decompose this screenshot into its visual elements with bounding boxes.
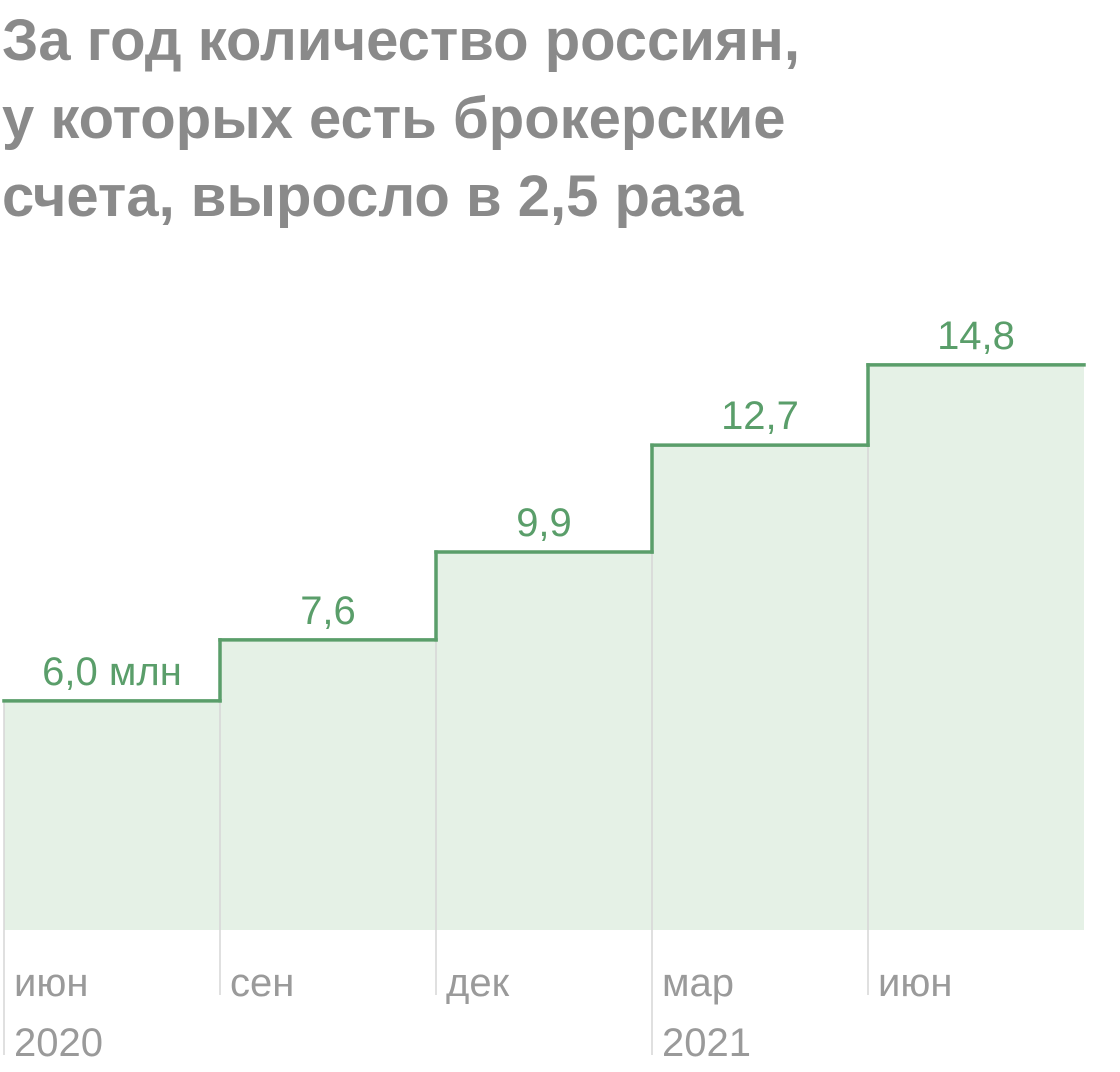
step-area [868, 364, 1084, 930]
x-tick-label: мар [662, 961, 734, 1005]
x-tick-label: июн [14, 961, 88, 1005]
x-tick-label: июн [878, 961, 952, 1005]
value-label: 9,9 [516, 501, 572, 545]
value-label: 14,8 [937, 314, 1015, 358]
step-area [652, 445, 868, 930]
year-label: 2021 [662, 1021, 751, 1065]
step-area [436, 552, 652, 930]
value-label: 7,6 [300, 589, 356, 633]
year-label: 2020 [14, 1021, 103, 1065]
value-label: 6,0 млн [42, 650, 182, 694]
x-tick-label: сен [230, 961, 294, 1005]
chart-title: За год количество россиян, [2, 8, 800, 73]
chart-title: счета, выросло в 2,5 раза [2, 164, 744, 229]
x-tick-label: дек [446, 961, 510, 1005]
step-area [4, 700, 220, 930]
chart-title: у которых есть брокерские [2, 86, 786, 151]
step-area [220, 639, 436, 930]
value-label: 12,7 [721, 394, 799, 438]
